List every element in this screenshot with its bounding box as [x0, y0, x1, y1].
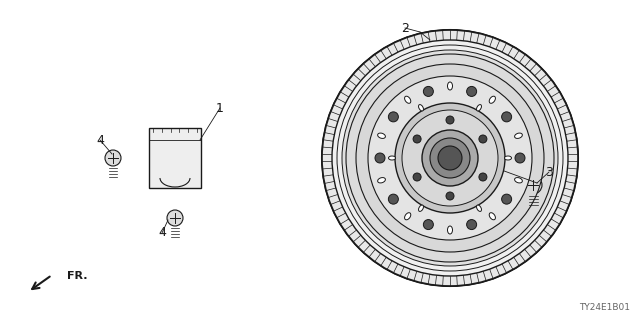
Text: 4: 4 — [96, 133, 104, 147]
Ellipse shape — [477, 105, 481, 111]
Ellipse shape — [504, 156, 511, 160]
Ellipse shape — [447, 226, 452, 234]
Text: FR.: FR. — [67, 271, 88, 281]
Circle shape — [413, 173, 421, 181]
Ellipse shape — [515, 178, 522, 183]
Circle shape — [424, 220, 433, 229]
Ellipse shape — [477, 205, 481, 212]
Ellipse shape — [378, 178, 385, 183]
Circle shape — [446, 116, 454, 124]
Circle shape — [346, 54, 554, 262]
Circle shape — [424, 86, 433, 96]
Circle shape — [479, 135, 487, 143]
Circle shape — [375, 153, 385, 163]
Circle shape — [332, 40, 568, 276]
Circle shape — [388, 112, 398, 122]
Circle shape — [467, 220, 477, 229]
Circle shape — [502, 112, 511, 122]
Ellipse shape — [489, 96, 495, 103]
Circle shape — [413, 135, 421, 143]
Circle shape — [167, 210, 183, 226]
Ellipse shape — [404, 96, 411, 103]
Ellipse shape — [489, 213, 495, 220]
Ellipse shape — [515, 133, 522, 139]
Ellipse shape — [447, 82, 452, 90]
Circle shape — [467, 86, 477, 96]
Text: TY24E1B01: TY24E1B01 — [579, 303, 630, 312]
Ellipse shape — [378, 133, 385, 139]
Circle shape — [402, 110, 498, 206]
Ellipse shape — [388, 156, 396, 160]
Circle shape — [479, 173, 487, 181]
Bar — [149, 128, 201, 188]
Circle shape — [502, 194, 511, 204]
Circle shape — [356, 64, 544, 252]
Circle shape — [438, 146, 462, 170]
Circle shape — [342, 50, 558, 266]
Circle shape — [322, 30, 578, 286]
Text: 3: 3 — [545, 165, 553, 179]
Circle shape — [388, 194, 398, 204]
Circle shape — [524, 176, 542, 194]
Circle shape — [422, 130, 478, 186]
Text: 1: 1 — [216, 101, 224, 115]
Text: 4: 4 — [158, 227, 166, 239]
Circle shape — [515, 153, 525, 163]
Circle shape — [322, 30, 578, 286]
Circle shape — [368, 76, 532, 240]
Ellipse shape — [419, 105, 424, 111]
Circle shape — [430, 138, 470, 178]
Ellipse shape — [419, 205, 424, 212]
Text: 2: 2 — [401, 21, 409, 35]
Circle shape — [395, 103, 505, 213]
Ellipse shape — [404, 213, 411, 220]
Circle shape — [446, 192, 454, 200]
Circle shape — [105, 150, 121, 166]
